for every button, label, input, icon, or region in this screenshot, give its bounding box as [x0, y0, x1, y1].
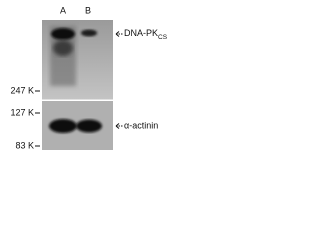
page: A B 247 K 127 K 83 K DNA-PKCS α-actinin …: [0, 0, 176, 170]
lane-a-band: [51, 28, 75, 40]
lane-a-actinin-band: [49, 119, 77, 133]
lane-b-band: [81, 29, 97, 37]
lane-label: B: [85, 5, 91, 15]
protein-name: DNA-PK: [124, 28, 158, 38]
marker-label: 127 K: [10, 107, 34, 117]
protein-subscript: CS: [158, 34, 168, 41]
panel-divider: [42, 99, 113, 101]
lane-b-actinin-band: [76, 119, 102, 133]
blot-figure: A B 247 K 127 K 83 K DNA-PKCS α-actinin: [10, 5, 168, 150]
marker-label: 83 K: [15, 140, 34, 150]
lane-a-band-lower: [53, 40, 73, 56]
lane-label: A: [60, 5, 66, 15]
arrow-head: [115, 31, 120, 37]
protein-label: DNA-PKCS: [124, 28, 168, 40]
protein-label: α-actinin: [124, 120, 158, 130]
marker-label: 247 K: [10, 85, 34, 95]
arrow-head: [115, 123, 120, 129]
